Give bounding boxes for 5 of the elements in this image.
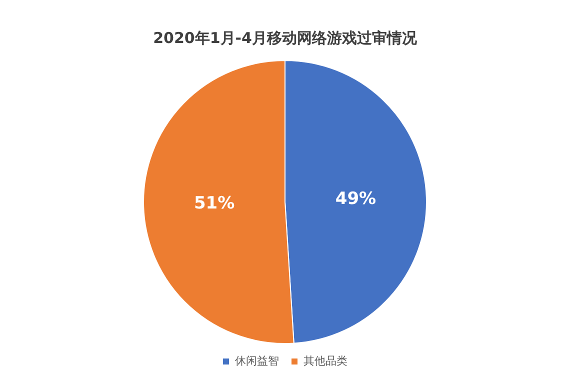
legend-label: 休闲益智 (235, 354, 279, 368)
data-label: 49% (335, 189, 376, 210)
chart-title: 2020年1月-4月移动网络游戏过审情况 (153, 28, 418, 47)
data-label: 51% (194, 194, 235, 214)
legend-label: 其他品类 (304, 354, 348, 368)
